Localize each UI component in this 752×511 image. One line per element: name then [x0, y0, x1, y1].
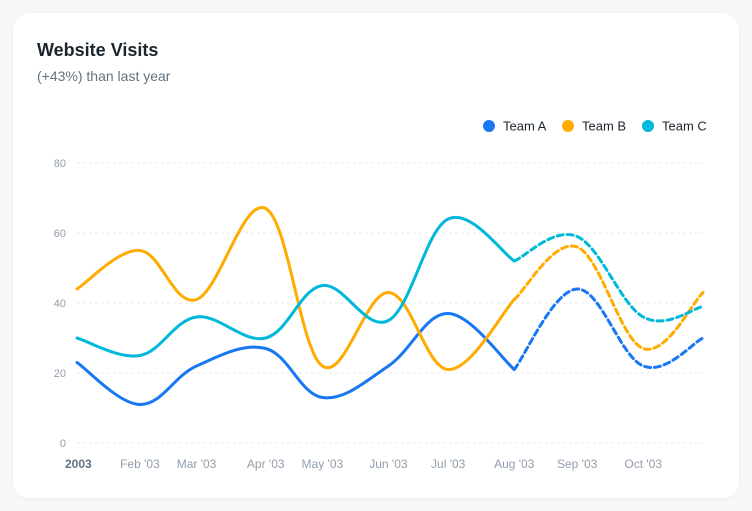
y-tick-label: 20 — [54, 368, 66, 380]
legend-item-team-b[interactable]: Team B — [562, 119, 626, 134]
legend-item-team-a[interactable]: Team A — [483, 119, 547, 134]
x-tick-label: Oct '03 — [624, 457, 662, 471]
website-visits-card: Website Visits (+43%) than last year — [13, 13, 739, 498]
team-b-line — [75, 206, 516, 372]
x-tick-label: Sep '03 — [557, 457, 598, 471]
y-axis-ticks: 0 20 40 60 80 — [54, 158, 66, 450]
team-c-forecast-line — [512, 233, 705, 323]
legend-label: Team A — [503, 119, 547, 134]
legend-label: Team B — [582, 119, 626, 134]
x-tick-label: Aug '03 — [494, 457, 535, 471]
legend-marker — [642, 120, 654, 132]
legend-marker — [562, 120, 574, 132]
x-axis-ticks: 2003 Feb '03 Mar '03 Apr '03 May '03 Jun '03 J… — [65, 457, 662, 471]
x-tick-label: Mar '03 — [177, 457, 217, 471]
card-title: Website Visits — [37, 40, 159, 60]
card-subtitle: (+43%) than last year — [37, 68, 171, 84]
grid-lines — [77, 162, 703, 444]
legend-label: Team C — [662, 119, 707, 134]
team-a-line — [75, 311, 516, 407]
y-tick-label: 40 — [54, 298, 66, 310]
y-tick-label: 80 — [54, 158, 66, 170]
team-a-forecast-line — [512, 287, 705, 371]
x-tick-label: May '03 — [302, 457, 344, 471]
y-tick-label: 0 — [60, 438, 66, 450]
x-tick-label: 2003 — [65, 457, 92, 471]
x-tick-label: Feb '03 — [120, 457, 160, 471]
x-tick-label: Jun '03 — [369, 457, 408, 471]
team-c-line — [75, 215, 516, 358]
legend-marker — [483, 120, 495, 132]
team-b-forecast-line — [512, 244, 705, 351]
series-lines — [75, 206, 705, 407]
y-tick-label: 60 — [54, 228, 66, 240]
x-tick-label: Apr '03 — [247, 457, 285, 471]
legend-item-team-c[interactable]: Team C — [642, 119, 707, 134]
legend: Team A Team B Team C — [483, 119, 707, 134]
x-tick-label: Jul '03 — [431, 457, 466, 471]
